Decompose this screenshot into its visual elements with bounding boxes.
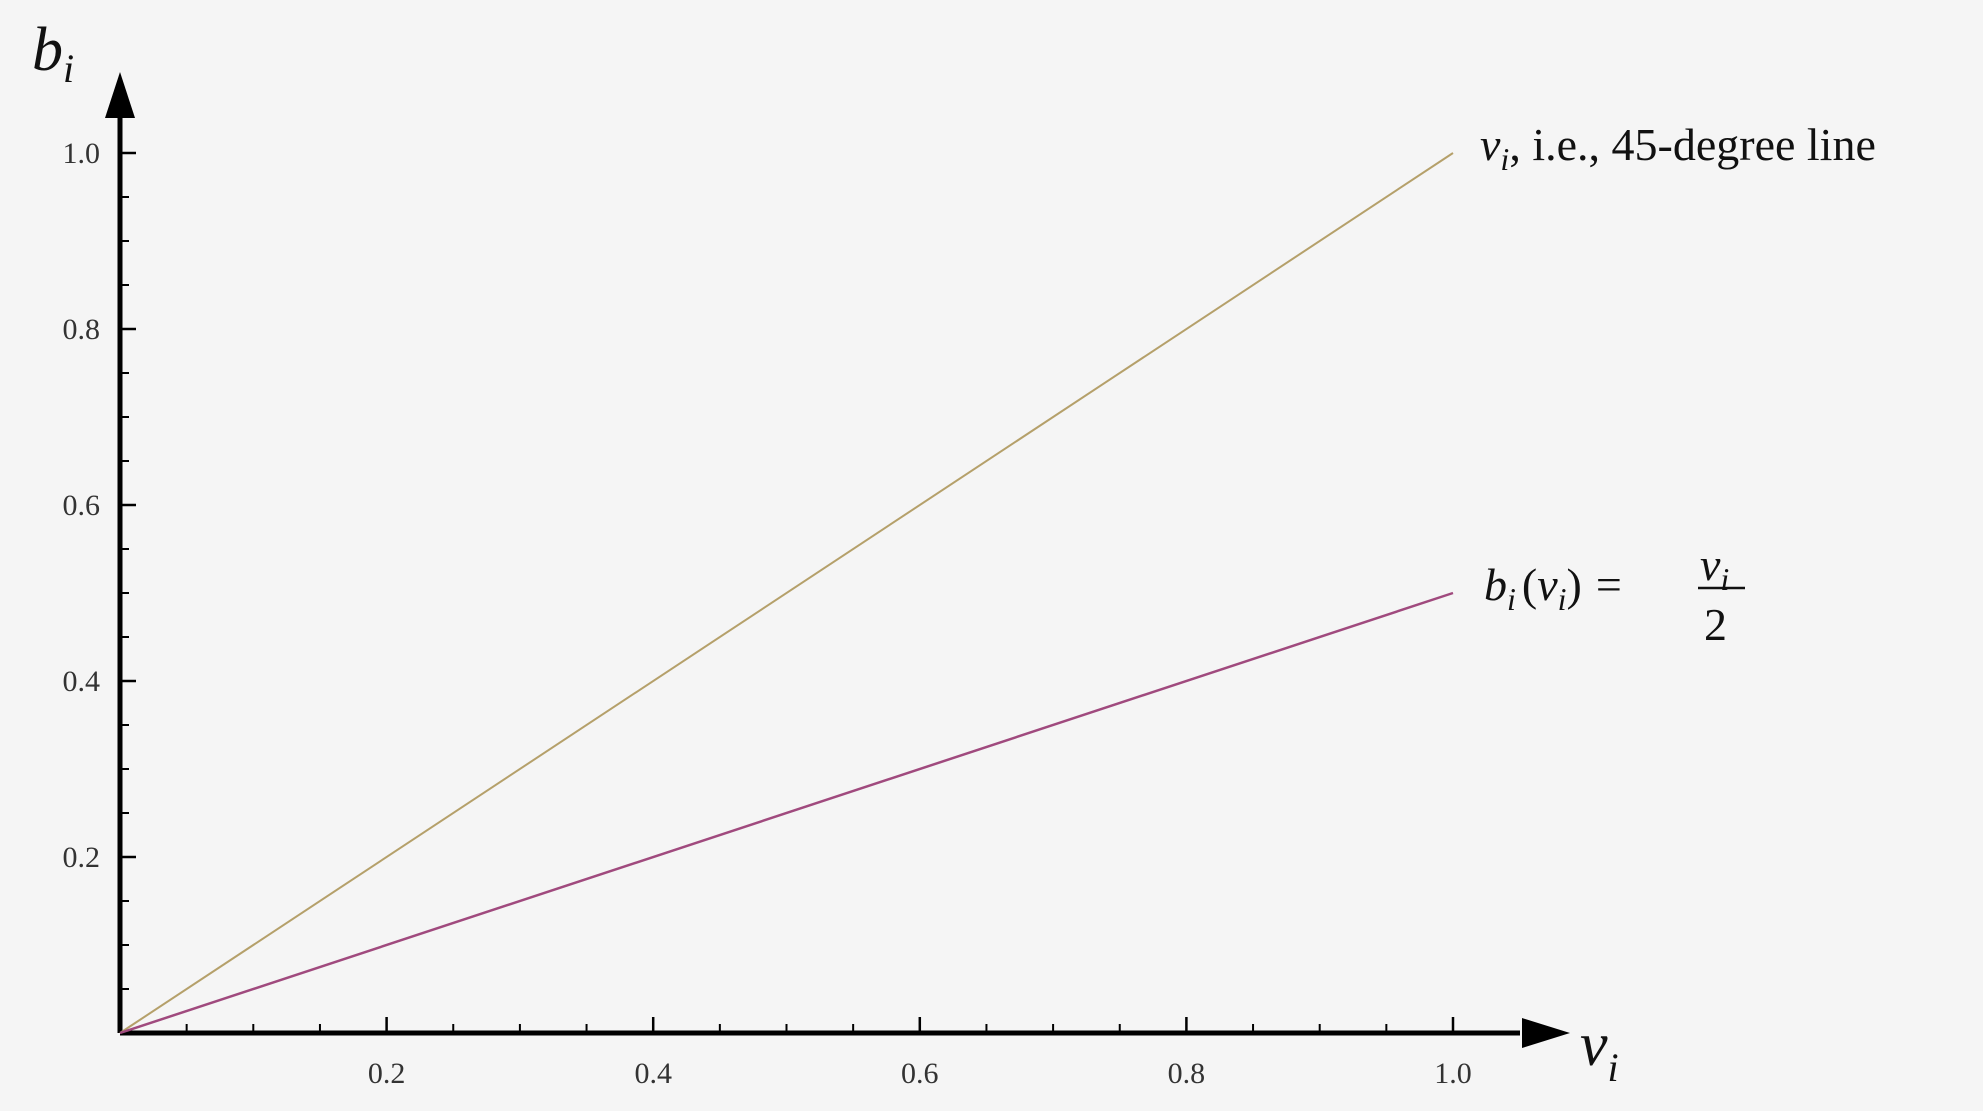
x-tick-label: 1.0 <box>1434 1057 1472 1090</box>
y-tick-label: 0.6 <box>63 489 101 522</box>
svg-text:vi: vi <box>1700 539 1729 597</box>
x-tick-label: 0.4 <box>634 1057 672 1090</box>
x-tick-label: 0.2 <box>368 1057 406 1090</box>
tick-labels: 0.2 0.4 0.6 0.8 1.0 0.2 0.4 0.6 0.8 1.0 <box>63 137 1472 1090</box>
x-axis-arrow <box>1522 1018 1570 1048</box>
y-tick-label: 0.2 <box>63 841 101 874</box>
annotation-45-degree-line: vi, i.e., 45-degree line <box>1480 119 1876 177</box>
svg-text:bi(vi)=: bi (vi) = <box>1484 559 1622 617</box>
y-tick-label: 1.0 <box>63 137 101 170</box>
x-axis-title: vi <box>1580 1011 1619 1090</box>
y-tick-label: 0.4 <box>63 665 101 698</box>
major-ticks <box>120 151 1455 1033</box>
x-tick-label: 0.8 <box>1168 1057 1206 1090</box>
svg-text:2: 2 <box>1704 599 1727 650</box>
y-axis-arrow <box>105 72 135 118</box>
annotation-bid-function: bi (vi) = vi 2 <box>1484 539 1745 650</box>
y-tick-label: 0.8 <box>63 313 101 346</box>
x-tick-label: 0.6 <box>901 1057 939 1090</box>
series-bid-function-line <box>119 591 1454 1035</box>
series-45-degree-line <box>119 152 1454 1034</box>
y-axis-title: bi <box>32 16 74 91</box>
